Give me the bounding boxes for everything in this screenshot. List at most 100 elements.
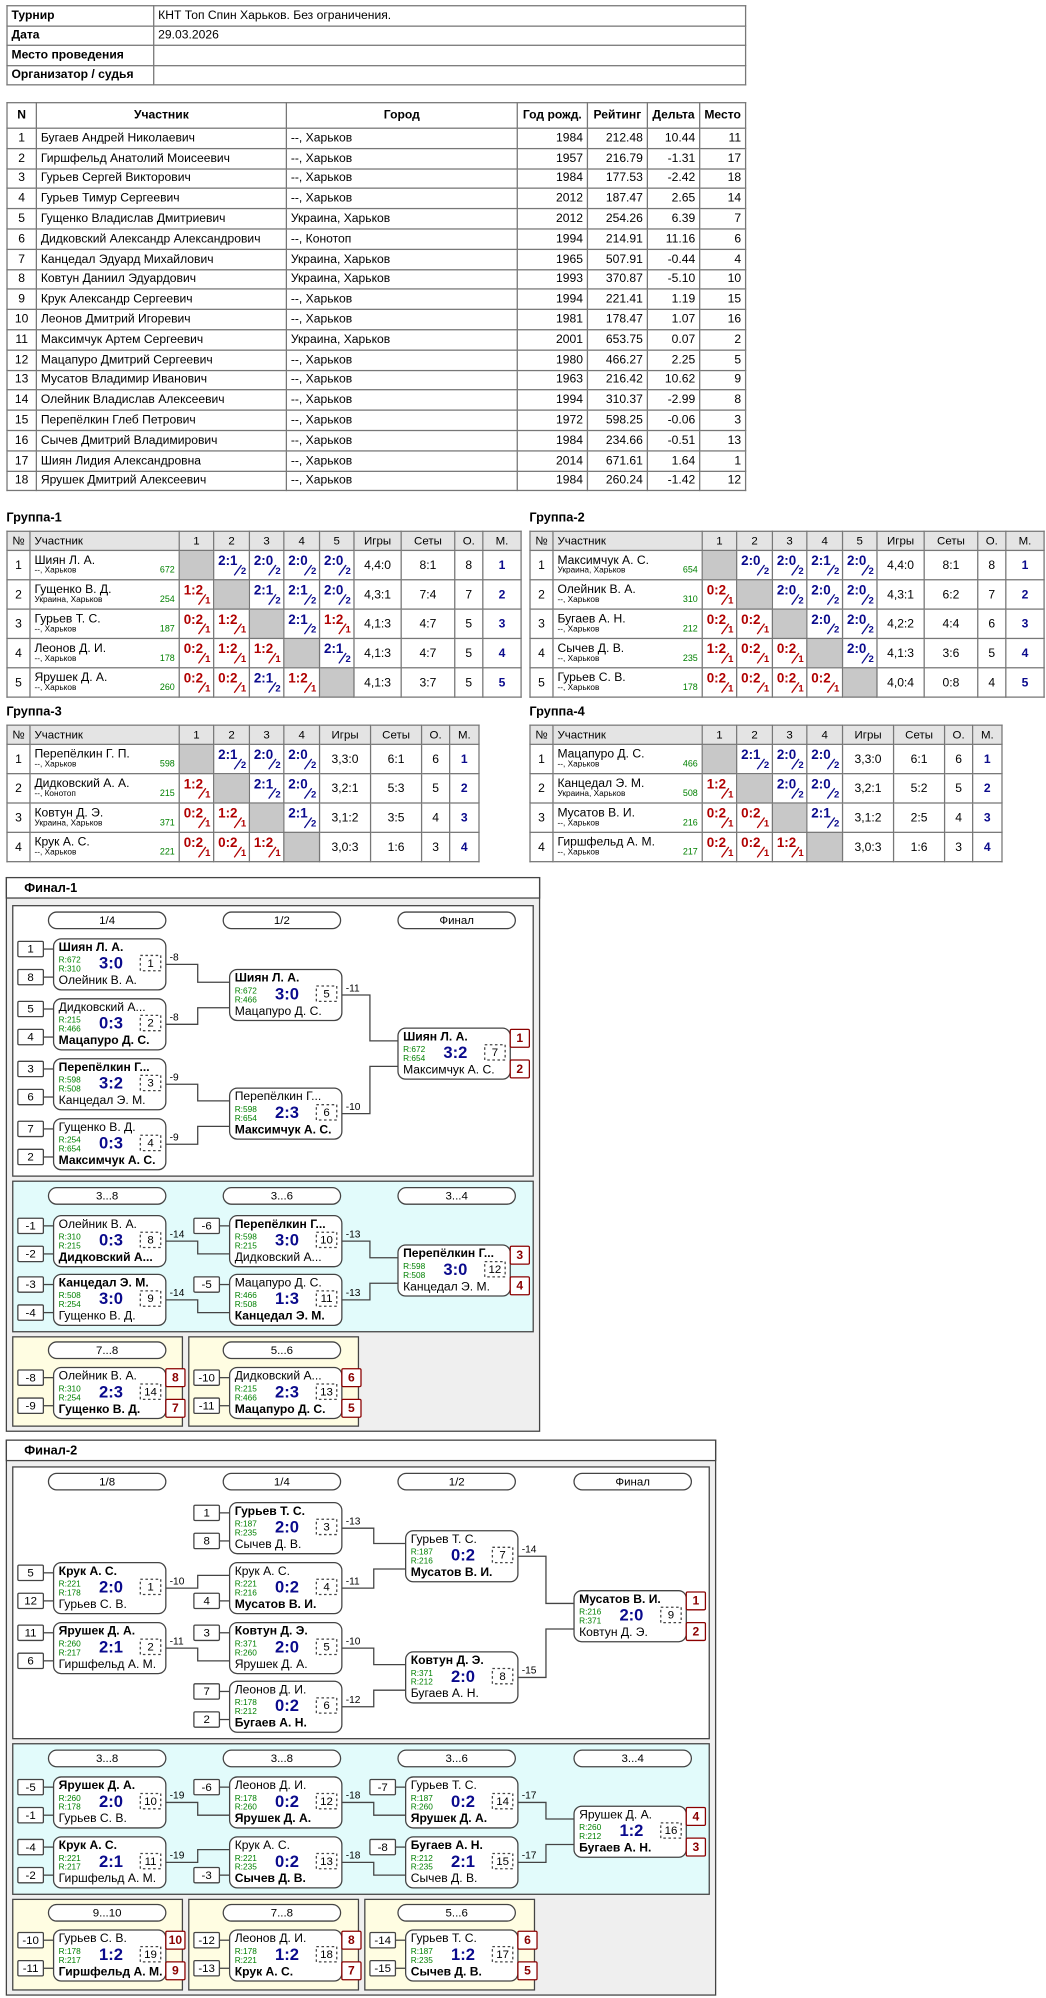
participant-cell: 1.19: [646, 288, 701, 311]
round-header-box: [222, 911, 342, 930]
player-rating: R:654: [403, 1053, 425, 1063]
score: 0:2: [706, 582, 727, 599]
round-header: 1/4: [274, 1476, 291, 1488]
place-box: [509, 1245, 531, 1265]
loser-destination: -8: [170, 953, 179, 964]
match-box: [405, 1929, 519, 1982]
participant-row: 17 Шиян Лидия Александровна --, Харьков 201…: [6, 449, 747, 472]
group-header-row: № Участник 1 2 3 4 Игры Сеты О. М.: [6, 724, 480, 745]
match-number-box: [139, 1792, 162, 1810]
score: 0:2: [811, 670, 831, 687]
info-row: Турнир КНТ Топ Спин Харьков. Без ограниче…: [6, 5, 747, 27]
participant-city: --, Харьков: [34, 683, 77, 693]
diagonal-cell: [213, 579, 251, 610]
games: 3,3:0: [318, 743, 372, 775]
participant-cell: 6.39: [646, 208, 701, 230]
match-number-box: [139, 1945, 162, 1963]
points: 1: [763, 653, 770, 665]
score: 0:2: [776, 641, 797, 657]
sets: 6:1: [369, 743, 423, 775]
participant-city: --, Харьков: [34, 566, 77, 576]
match-number-box: [315, 1578, 338, 1596]
place: 1: [1005, 549, 1045, 581]
match-box: [228, 1215, 343, 1268]
match-number-box: [139, 1231, 162, 1249]
match-box: [397, 1244, 511, 1297]
player-name: Ярушек Д. А.: [411, 1811, 487, 1825]
match-box: [52, 1366, 167, 1420]
seed: 2: [203, 1714, 209, 1726]
participant-cell: Украина, Харьков: [285, 208, 518, 230]
participant-name: Ковтун Д. Э.: [34, 806, 104, 821]
player-rating: R:235: [411, 1862, 433, 1872]
result-cell: 1:2 1: [701, 637, 738, 669]
group-table: № Участник 1 2 3 4 5 Игры Сеты О. М. 1 Максимчук А. …: [529, 530, 1045, 698]
player-rating: R:254: [59, 1135, 81, 1145]
group-header-row: № Участник 1 2 3 4 5 Игры Сеты О. М.: [6, 530, 522, 552]
column-header: Игры: [353, 530, 402, 552]
result-cell: 2:1 2: [318, 637, 355, 669]
result-cell: 1:2 1: [318, 608, 355, 640]
column-header: Рейтинг: [586, 102, 649, 129]
result-cell: 2:1 2: [283, 608, 321, 640]
points-total: 7: [454, 579, 484, 610]
match-score: 1:2: [99, 1945, 123, 1964]
player-rating: R:672: [59, 955, 81, 965]
points: 2: [834, 594, 840, 606]
player-name: Ковтун Д. Э.: [235, 1624, 308, 1638]
participant-cell: 1993: [516, 268, 589, 291]
match-number: 5: [323, 988, 329, 1000]
seed-box: [193, 1624, 221, 1642]
diagonal-cell: [806, 831, 844, 863]
player-name: Максимчук А. С.: [235, 1122, 332, 1136]
column-header: 1: [701, 530, 738, 552]
match-score: 0:2: [275, 1852, 299, 1871]
diagonal-cell: [771, 608, 808, 640]
participant-cell: 13: [6, 369, 37, 391]
match-number: 1: [147, 958, 153, 970]
row-number: 1: [6, 743, 31, 775]
match-number-box: [315, 1518, 338, 1536]
seed: -12: [198, 1935, 215, 1947]
column-header: Сеты: [400, 530, 456, 552]
place: 1: [482, 549, 522, 581]
result-cell: 0:2 1: [701, 579, 738, 610]
diagonal-cell: [178, 549, 215, 581]
place: 4: [482, 637, 522, 669]
result-cell: 1:2 1: [178, 773, 215, 804]
round-header-box: [47, 1749, 167, 1768]
round-header-box: [222, 1186, 342, 1205]
points-total: 5: [454, 637, 484, 669]
score: 0:2: [706, 670, 727, 687]
match-score: 3:0: [275, 984, 299, 1003]
participant-cell: 11.16: [646, 228, 701, 250]
participant-cell: Гущенко Владислав Дмитриевич: [35, 208, 288, 230]
result-cell: 2:0 2: [318, 579, 355, 610]
group-row: 4 Гиршфельд А. М. --, Харьков 217 0:2 1 0:2 1 1:…: [529, 831, 1003, 863]
player-rating: R:212: [235, 1706, 257, 1716]
participant-row: 4 Гурьев Тимур Сергеевич --, Харьков 2012 18…: [6, 188, 747, 210]
participant-city: Украина, Харьков: [34, 818, 103, 828]
participant-rating: 672: [159, 566, 175, 576]
column-header: 1: [178, 530, 215, 552]
points: 1: [728, 788, 734, 800]
participant-rating: 178: [159, 654, 175, 664]
participant-cell: 5: [6, 208, 37, 230]
player-rating: R:221: [235, 1853, 257, 1863]
match-number: 8: [499, 1671, 505, 1683]
diagonal-cell: [283, 637, 321, 669]
place: 2: [449, 773, 480, 804]
seed: 2: [27, 1152, 33, 1164]
column-header: 4: [806, 530, 844, 552]
score: 0:2: [741, 835, 761, 851]
points: 2: [834, 758, 840, 771]
result-cell: 2:1 2: [806, 549, 844, 581]
score: 0:2: [706, 806, 727, 822]
group-row: 1 Максимчук А. С. Украина, Харьков 654 2:0 2 2…: [529, 549, 1045, 581]
result-cell: 1:2 1: [248, 831, 285, 863]
participant-cell: -1.31: [646, 147, 701, 170]
bracket-connector: [341, 1861, 406, 1876]
row-number: 3: [6, 608, 31, 640]
participant-name: Мацапуро Д. С.: [557, 747, 645, 762]
